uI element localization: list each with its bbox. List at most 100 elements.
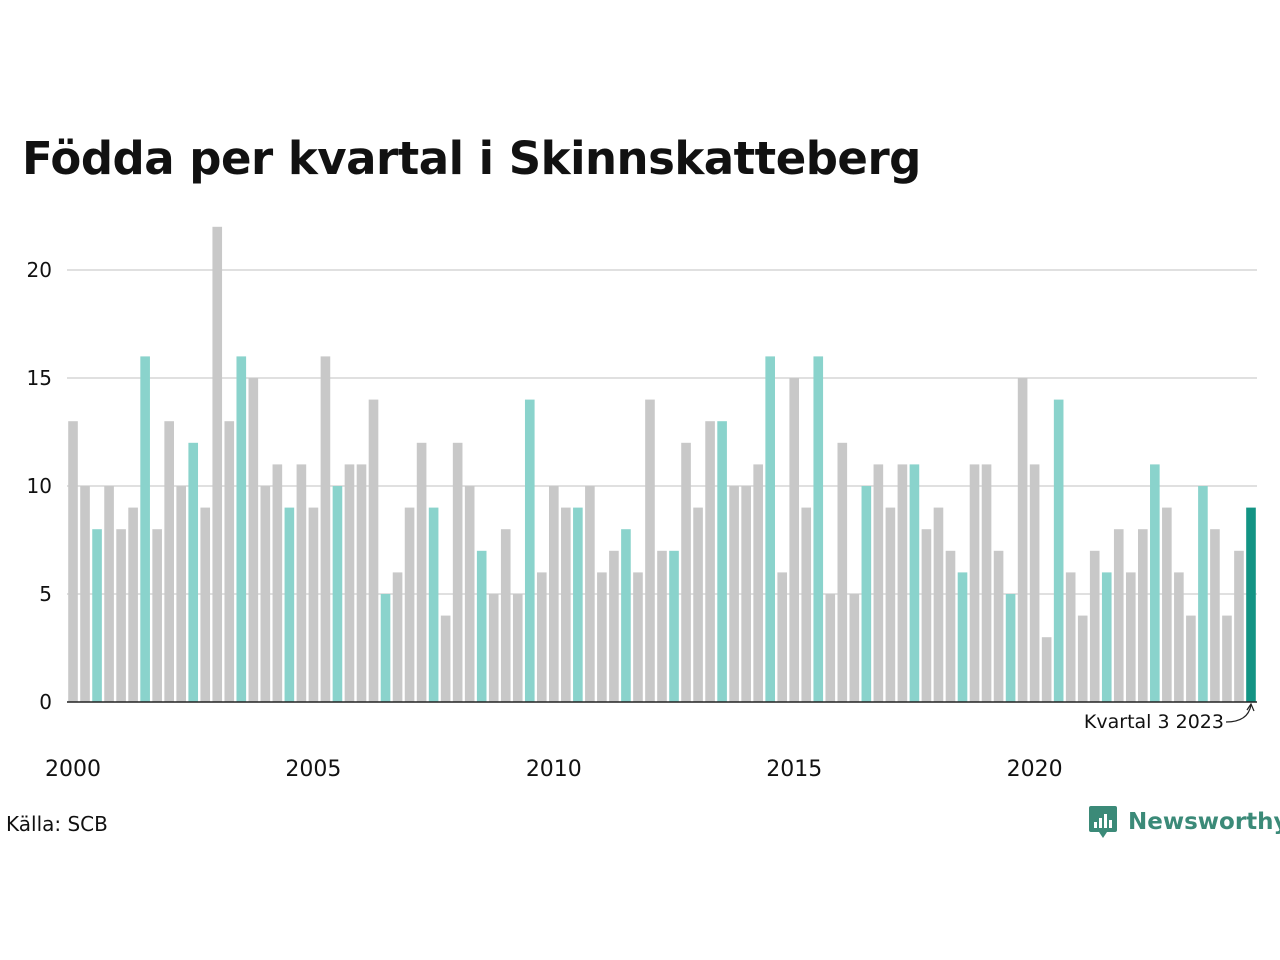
bar — [1186, 615, 1196, 702]
bar — [284, 507, 295, 702]
y-tick-label: 15 — [27, 366, 52, 390]
x-tick-label: 2000 — [45, 757, 101, 782]
chart-title: Födda per kvartal i Skinnskatteberg — [22, 132, 921, 185]
y-tick-label: 10 — [27, 474, 52, 498]
bar — [224, 421, 235, 702]
bar — [1005, 594, 1016, 702]
bar — [1162, 507, 1172, 702]
bar — [332, 486, 343, 702]
bar — [1089, 550, 1100, 702]
bar — [573, 507, 583, 702]
bar — [248, 378, 259, 702]
bar — [1137, 529, 1148, 702]
bar — [873, 464, 884, 702]
y-tick-label: 5 — [39, 582, 52, 606]
bar — [392, 572, 403, 702]
bar — [308, 507, 319, 702]
bar — [200, 507, 211, 702]
x-tick-label: 2005 — [285, 757, 341, 782]
bar — [212, 226, 223, 703]
bar — [1246, 507, 1256, 702]
bar — [813, 356, 824, 702]
annotation-label: Kvartal 3 2023 — [1084, 711, 1224, 733]
x-tick-label: 2015 — [766, 757, 822, 782]
bar — [1041, 637, 1052, 702]
bar — [80, 486, 90, 702]
bar — [188, 442, 199, 702]
bar — [452, 442, 463, 702]
bar — [440, 615, 451, 702]
bar — [1234, 550, 1244, 702]
bar — [945, 550, 956, 702]
brand-name: Newsworthy — [1128, 809, 1280, 835]
bars — [68, 226, 1256, 703]
bar — [164, 421, 174, 702]
bar — [837, 442, 848, 702]
bar — [705, 421, 715, 702]
bar — [1101, 572, 1112, 702]
newsworthy-logo-icon — [1089, 806, 1117, 838]
bar — [621, 529, 631, 702]
bar — [969, 464, 980, 702]
bar — [729, 486, 739, 702]
bar — [320, 356, 331, 702]
bar — [777, 572, 788, 702]
bar — [272, 464, 283, 702]
bar — [657, 550, 667, 702]
bar — [512, 594, 523, 702]
bar — [717, 421, 727, 702]
bar — [416, 442, 427, 702]
bar — [897, 464, 908, 702]
bar — [116, 529, 126, 702]
bar — [1113, 529, 1124, 702]
bar — [176, 486, 187, 702]
bar — [585, 486, 595, 702]
bar — [1077, 615, 1088, 702]
bar — [1017, 378, 1028, 702]
bar — [92, 529, 102, 702]
bar — [741, 486, 751, 702]
bar — [825, 594, 836, 702]
bar — [236, 356, 247, 702]
bar — [885, 507, 896, 702]
bar — [296, 464, 307, 702]
bar — [1210, 529, 1220, 702]
annotation-arrowhead — [1246, 702, 1255, 712]
bar — [981, 464, 992, 702]
axes: 0 5 10 15 20 2000 2005 2010 2015 2020 — [27, 258, 1257, 782]
bar — [140, 356, 150, 702]
source-label: Källa: SCB — [6, 812, 108, 836]
bar — [633, 572, 643, 702]
bar — [152, 529, 162, 702]
bar — [536, 572, 547, 702]
annotation: Kvartal 3 2023 — [1084, 702, 1255, 733]
brand-logo[interactable]: Newsworthy — [1088, 804, 1280, 840]
bar — [344, 464, 355, 702]
bar — [561, 507, 571, 702]
x-tick-label: 2010 — [526, 757, 582, 782]
bar — [693, 507, 703, 702]
bar — [753, 464, 763, 702]
y-tick-label: 20 — [27, 258, 52, 282]
bar — [645, 399, 655, 702]
bar — [681, 442, 691, 702]
bar — [128, 507, 138, 702]
bar — [993, 550, 1004, 702]
bar — [1029, 464, 1040, 702]
annotation-arrow — [1225, 704, 1252, 723]
bar — [104, 486, 114, 702]
bar — [849, 594, 860, 702]
bar — [597, 572, 607, 702]
bar — [500, 529, 511, 702]
bar — [609, 550, 619, 702]
bar-chart: 0 5 10 15 20 2000 2005 2010 2015 2020 Kvartal 3 2… — [27, 226, 1257, 782]
bar — [1222, 615, 1232, 702]
x-tick-label: 2020 — [1007, 757, 1063, 782]
bar — [1150, 464, 1160, 702]
bar — [921, 529, 932, 702]
bar — [68, 421, 78, 702]
bar — [464, 486, 475, 702]
bar — [404, 507, 415, 702]
bar — [909, 464, 920, 702]
bar — [1053, 399, 1064, 702]
